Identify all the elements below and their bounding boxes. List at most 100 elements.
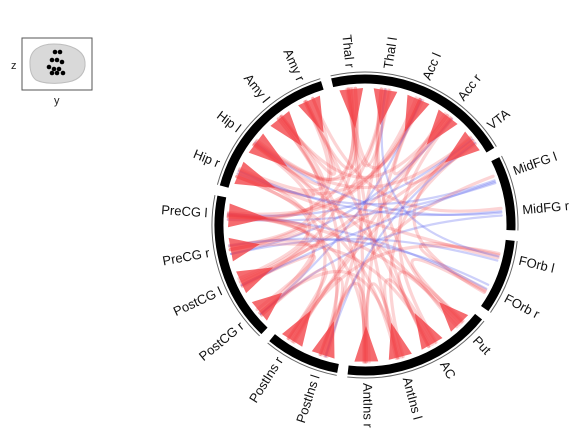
node-label-forb_r: FOrb r: [502, 291, 543, 322]
inset-node-dot: [56, 66, 62, 72]
edge-ac-acc_r: [397, 117, 454, 344]
edge-postins_l-postins_r: [286, 276, 345, 359]
edge-fan-precg_r: [228, 237, 260, 262]
node-label-postins_r: PostIns r: [246, 353, 286, 405]
node-label-hip_r: Hip r: [191, 146, 223, 171]
node-label-acc_l: Acc l: [419, 50, 444, 82]
inset-node-dot: [54, 57, 60, 63]
edge-thal_r-thal_l: [345, 87, 392, 168]
edge-vta-forb_r: [412, 135, 486, 295]
node-label-postcg_r: PostCG r: [196, 318, 247, 364]
edge-ac-antins_l: [383, 278, 437, 360]
node-label-vta: VTA: [484, 106, 513, 133]
edge-put-ac: [397, 270, 465, 348]
inset-z-axis-label: z: [11, 60, 17, 72]
edge-fan-antins_l: [388, 322, 412, 360]
edge-postins_r-vta: [290, 139, 475, 343]
node-ring: [214, 74, 516, 376]
group-arc-orbitofrontal: [490, 241, 518, 313]
edge-fan-antins_r: [354, 326, 379, 362]
group-arc-frontal: [501, 155, 519, 231]
edge-fan-thal_r: [339, 88, 364, 129]
edge-vta-hip_l: [255, 136, 473, 190]
edge-acc_r-precg_r: [230, 117, 453, 255]
node-label-midfg_r: MidFG r: [522, 198, 571, 217]
group-arc-insula-cingulate: [347, 320, 485, 379]
edge-fan-amy_l: [270, 111, 302, 147]
edge-thal_r-antins_l: [346, 87, 400, 360]
edge-antins_r-postins_l: [318, 281, 371, 364]
node-label-precg_r: PreCG r: [161, 245, 211, 268]
edge-forb_l-precg_r: [230, 237, 499, 262]
edge-midfg_r-postcg_r: [259, 214, 503, 315]
edge-fan-put: [439, 302, 469, 332]
group-arc-posterior-insula: [267, 342, 337, 376]
edge-antins_l-postcg_r: [258, 269, 401, 360]
edge-thal_l-forb_l: [380, 88, 500, 258]
node-label-acc_r: Acc r: [454, 70, 484, 103]
edge-acc_l-hip_r: [235, 99, 425, 196]
node-label-ac: AC: [437, 358, 459, 381]
inset-y-axis-label: y: [54, 95, 60, 107]
edge-fan-acc_r: [426, 109, 458, 145]
edge-thal_r-postcg_l: [240, 86, 359, 288]
edge-acc_l-acc_r: [392, 97, 449, 176]
node-label-thal_r: Thal r: [339, 34, 357, 69]
edge-precg_r-forb_r: [228, 237, 490, 286]
edge-put-thal_l: [376, 87, 459, 329]
inset-node-dot: [49, 57, 55, 63]
edge-forb_r-put: [410, 258, 487, 324]
node-label-antins_r: AntIns r: [360, 383, 375, 429]
ring-segment-frontal: [491, 157, 516, 231]
inset-node-dot: [54, 70, 60, 76]
edge-fan-postcg_l: [236, 267, 274, 294]
node-label-postins_l: PostIns l: [293, 373, 323, 425]
inset-node-dot: [49, 70, 55, 76]
edge-acc_l-postcg_r: [259, 99, 423, 315]
edge-postcg_r-postcg_l: [240, 254, 317, 312]
edge-amy_l-antins_r: [276, 117, 367, 364]
edge-midfg_l-precg_l: [227, 182, 497, 222]
edge-postcg_r-precg_r: [227, 238, 316, 317]
edge-fan-vta: [444, 131, 480, 163]
edge-midfg_r-hip_l: [254, 141, 503, 217]
ring-segment-subcortical-reward: [331, 74, 495, 153]
edge-thal_l-postins_l: [324, 88, 390, 358]
edge-forb_l-postins_r: [287, 244, 501, 341]
edge-precg_l-amy_r: [226, 96, 333, 222]
node-label-amy_r: Amy r: [280, 46, 308, 84]
edge-acc_l-precg_l: [227, 96, 418, 216]
inset-node-dot: [51, 66, 57, 72]
edge-precg_r-hip_l: [228, 143, 314, 249]
edge-put-hip_l: [253, 142, 461, 327]
edge-acc_r-vta: [404, 112, 478, 186]
group-outline-arcs: [211, 71, 519, 379]
edge-thal_l-ac: [375, 87, 431, 348]
edge-hip_r-amy_r: [238, 100, 331, 193]
edge-postins_l-amy_l: [276, 117, 341, 357]
edge-vta-postcg_l: [239, 139, 475, 285]
ring-segment-posterior-insula: [269, 334, 339, 373]
node-label-antins_l: AntIns l: [400, 375, 426, 421]
ring-segment-orbitofrontal: [480, 239, 515, 312]
edge-fan-acc_l: [404, 94, 430, 133]
node-label-amy_l: Amy l: [241, 71, 273, 106]
edge-midfg_r-amy_r: [311, 96, 503, 213]
edge-ac-precg_r: [228, 242, 434, 346]
node-label-precg_l: PreCG l: [161, 202, 208, 220]
edge-antins_l-hip_r: [235, 175, 398, 360]
edge-vta-antins_l: [388, 141, 477, 359]
edge-antins_r-precg_l: [226, 213, 368, 364]
ring-segment-insula-cingulate: [347, 313, 483, 376]
inset-node-dot: [52, 49, 58, 55]
edge-fan-thal_l: [373, 88, 398, 126]
node-label-midfg_l: MidFG l: [511, 149, 559, 178]
node-label-forb_l: FOrb l: [517, 253, 556, 276]
edge-postcg_l-acc_r: [240, 116, 453, 287]
edge-midfg_l-postins_l: [318, 174, 495, 357]
edge-fan-postcg_r: [251, 292, 283, 321]
edge-amy_l-amy_r: [280, 99, 337, 176]
edge-fan-postins_l: [311, 321, 335, 359]
edge-postcg_r-amy_l: [258, 115, 326, 315]
